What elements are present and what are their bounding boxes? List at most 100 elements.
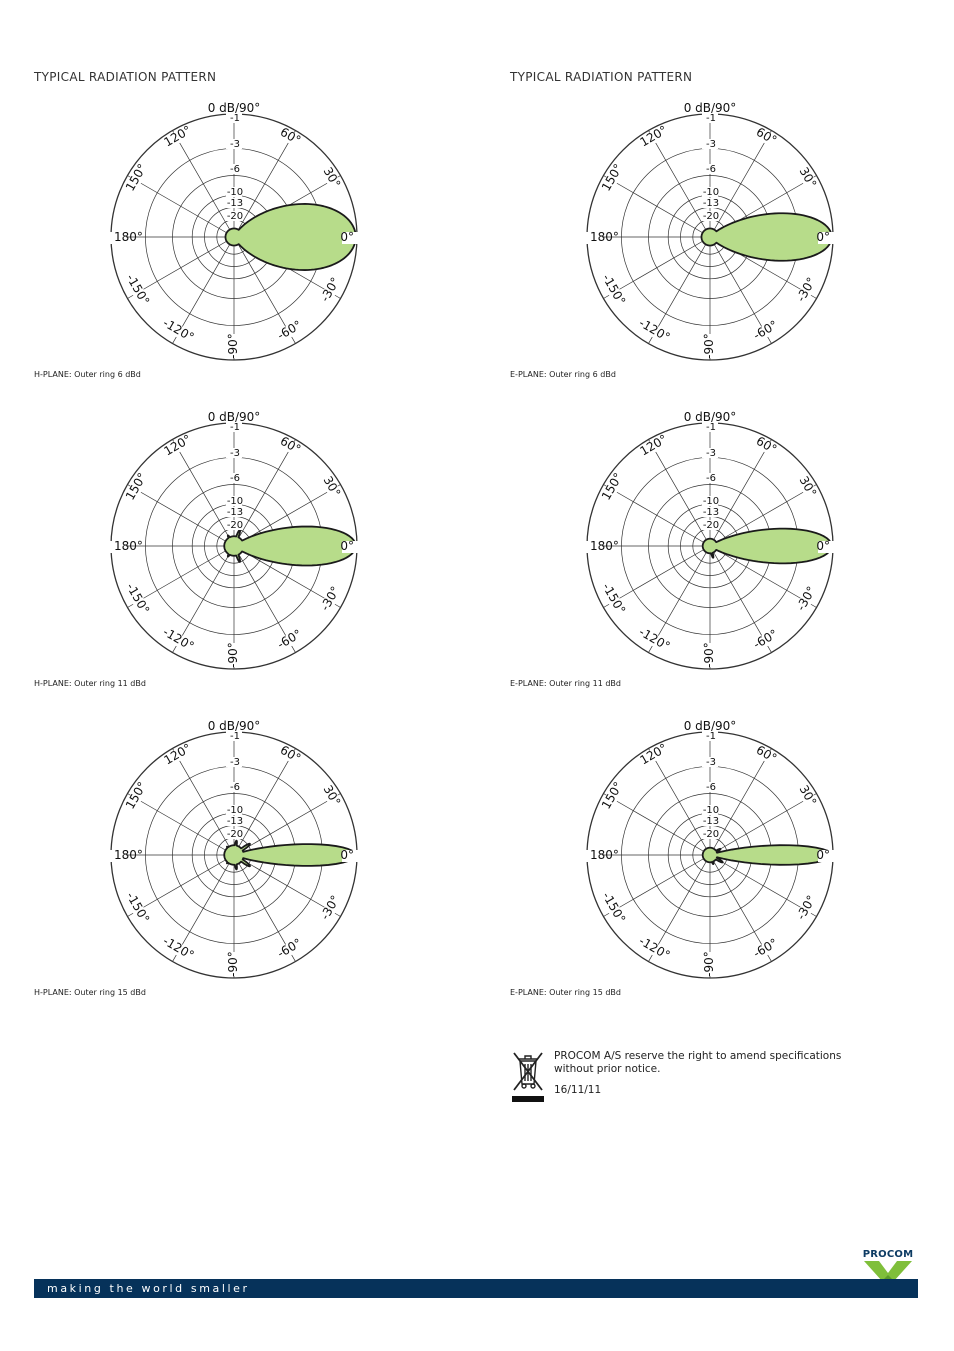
radial-tick-label: -3	[230, 757, 240, 768]
angle-spoke	[709, 484, 817, 547]
angle-label-bg	[228, 334, 240, 358]
radial-label-bg	[702, 757, 718, 767]
footer-bar: making the world smaller	[34, 1279, 918, 1298]
angle-tick-label: -150°	[124, 272, 153, 308]
angle-label-bg	[319, 894, 343, 922]
angle-label-bg	[795, 894, 819, 922]
polar-chart-svg: 0 dB/90°-1-3-6-10-13-200°30°60°120°150°1…	[107, 719, 363, 979]
top-label: 0 dB/90°	[684, 101, 737, 115]
angle-label-bg	[319, 782, 343, 810]
angle-label-bg	[342, 541, 363, 553]
footer-tagline: making the world smaller	[47, 1282, 250, 1295]
angle-label-bg	[107, 850, 126, 862]
top-label: 0 dB/90°	[208, 410, 261, 424]
angle-spoke	[603, 854, 711, 917]
logo-wordmark: PROCOM	[862, 1249, 914, 1260]
radial-tick-label: -10	[703, 805, 719, 816]
angle-label-bg	[164, 937, 192, 961]
radial-label-bg	[226, 211, 242, 221]
h-plane-15dbd-chart: 0 dB/90° -1 -3 -6 -10 -13 -20 0° 30° 60° 120° 150° 1…	[107, 717, 363, 983]
angle-spoke	[233, 748, 296, 856]
radial-tick-label: -6	[230, 164, 240, 175]
e-plane-11dbd-chart: 0 dB/90° -1 -3 -6 -10 -13 -20 0° 30° 60° 120° 150° 1…	[583, 408, 839, 674]
angle-label-bg	[342, 850, 363, 862]
angle-label-bg	[818, 541, 839, 553]
angle-label-bg	[319, 585, 343, 613]
radial-tick-label: -6	[706, 164, 716, 175]
angle-label-bg	[795, 164, 819, 192]
e-plane-6dbd-chart: 0 dB/90° -1 -3 -6 -10 -13 -20 0° 30° 60° 120° 150° 1…	[583, 99, 839, 365]
radial-label-bg	[702, 473, 718, 483]
radial-label-bg	[226, 496, 242, 506]
angle-spoke	[603, 236, 711, 299]
angle-label-bg	[319, 473, 343, 501]
radial-tick-label: -13	[703, 816, 719, 827]
angle-label-bg	[601, 782, 625, 810]
angle-tick-label: 0°	[340, 848, 354, 862]
radial-tick-label: -1	[230, 422, 240, 433]
angle-tick-label: 0°	[816, 539, 830, 553]
angle-spoke	[127, 793, 235, 856]
radial-label-bg	[226, 164, 242, 174]
radial-label-bg	[226, 113, 242, 123]
angle-label-bg	[125, 894, 149, 922]
chart-caption: H-PLANE: Outer ring 6 dBd	[34, 370, 141, 379]
radial-label-bg	[226, 829, 242, 839]
angle-tick-label: 0°	[340, 230, 354, 244]
angle-label-bg	[228, 952, 240, 976]
angle-tick-label: -90°	[702, 642, 716, 668]
radiation-pattern	[224, 203, 357, 271]
angle-spoke	[648, 130, 711, 238]
angle-label-bg	[795, 782, 819, 810]
radial-tick-label: -10	[703, 496, 719, 507]
angle-tick-label: -150°	[124, 890, 153, 926]
angle-spoke	[233, 793, 341, 856]
angle-tick-label: -60°	[751, 936, 780, 961]
angle-tick-label: -30°	[318, 893, 343, 922]
angle-tick-label: -150°	[600, 890, 629, 926]
angle-spoke	[127, 545, 235, 608]
radial-label-bg	[226, 473, 242, 483]
angle-label-bg	[342, 232, 363, 244]
top-label: 0 dB/90°	[684, 719, 737, 733]
radial-tick-label: -20	[227, 211, 243, 222]
radial-label-bg	[702, 805, 718, 815]
angle-tick-label: -90°	[702, 333, 716, 359]
angle-tick-label: -90°	[702, 951, 716, 977]
disclaimer-text: PROCOM A/S reserve the right to amend sp…	[554, 1050, 842, 1075]
angle-spoke	[172, 130, 235, 238]
angle-spoke	[648, 439, 711, 547]
polar-chart-svg: 0 dB/90°-1-3-6-10-13-200°30°60°120°150°1…	[107, 410, 363, 670]
angle-label-bg	[601, 585, 625, 613]
angle-label-bg	[164, 434, 192, 458]
radial-tick-label: -1	[706, 731, 716, 742]
radial-label-bg	[702, 829, 718, 839]
angle-tick-label: -30°	[318, 275, 343, 304]
radial-tick-label: -13	[227, 507, 243, 518]
radial-label-bg	[702, 448, 718, 458]
angle-tick-label: 120°	[161, 432, 193, 459]
angle-label-bg	[640, 937, 668, 961]
angle-label-bg	[164, 628, 192, 652]
angle-spoke	[233, 130, 296, 238]
angle-spoke	[127, 484, 235, 547]
angle-tick-label: 120°	[637, 741, 669, 768]
radial-tick-label: -1	[706, 113, 716, 124]
angle-tick-label: -30°	[794, 275, 819, 304]
radial-tick-label: -3	[706, 139, 716, 150]
angle-label-bg	[276, 319, 304, 343]
left-heading: TYPICAL RADIATION PATTERN	[34, 70, 217, 84]
angle-spoke	[127, 175, 235, 238]
radial-label-bg	[226, 422, 242, 432]
radiation-pattern	[700, 212, 833, 262]
angle-label-bg	[818, 232, 839, 244]
top-label: 0 dB/90°	[208, 101, 261, 115]
angle-tick-label: 180°	[114, 848, 143, 862]
angle-label-bg	[752, 743, 780, 767]
angle-label-bg	[164, 319, 192, 343]
angle-label-bg	[164, 125, 192, 149]
top-label: 0 dB/90°	[208, 719, 261, 733]
radial-tick-label: -1	[230, 113, 240, 124]
angle-label-bg	[818, 850, 839, 862]
radial-tick-label: -20	[227, 520, 243, 531]
